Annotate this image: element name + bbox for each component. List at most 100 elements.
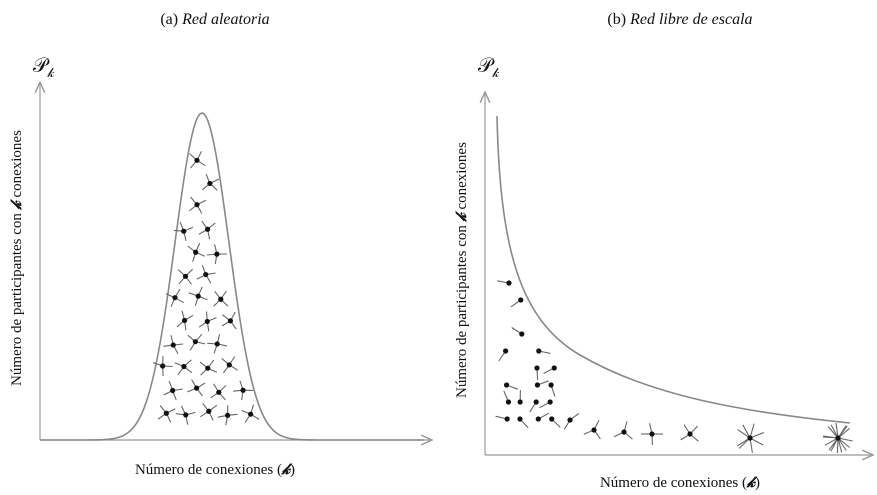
node-dot bbox=[226, 362, 232, 368]
node bbox=[539, 399, 553, 409]
node-dot bbox=[227, 318, 234, 324]
text-part: 𝒫 bbox=[33, 55, 50, 77]
node-dot bbox=[214, 251, 220, 257]
panel-title: (b) Red libre de escala bbox=[607, 11, 752, 28]
node-dot bbox=[687, 431, 693, 437]
node-dot bbox=[548, 382, 554, 388]
text-part: Número de conexiones ( bbox=[135, 462, 282, 478]
node-dot bbox=[214, 341, 220, 347]
node bbox=[188, 286, 208, 306]
node bbox=[495, 415, 510, 422]
node-dot bbox=[240, 387, 246, 393]
node bbox=[613, 421, 633, 440]
node-dot bbox=[517, 399, 523, 405]
text-part: 𝓀 bbox=[9, 198, 25, 210]
node bbox=[187, 242, 206, 262]
node bbox=[680, 424, 699, 442]
node-dot bbox=[248, 411, 254, 417]
node bbox=[188, 196, 207, 214]
node-dot bbox=[535, 416, 541, 422]
node-dot bbox=[182, 273, 189, 279]
node-dot bbox=[506, 280, 512, 286]
node-dot bbox=[517, 416, 523, 422]
text-part: 𝓀 bbox=[281, 462, 293, 478]
node-dot bbox=[194, 385, 200, 391]
node bbox=[534, 380, 549, 388]
text-part: ) bbox=[755, 475, 760, 491]
node-dot bbox=[551, 365, 557, 371]
node-dot bbox=[649, 431, 655, 437]
node bbox=[157, 405, 176, 423]
node bbox=[198, 311, 217, 332]
node-dot bbox=[205, 365, 211, 371]
node bbox=[583, 419, 601, 440]
node-dot bbox=[181, 317, 188, 324]
node-dot bbox=[181, 363, 187, 370]
panel-title: (a) Red aleatoria bbox=[160, 11, 269, 28]
node bbox=[153, 355, 173, 377]
text-part: (a) bbox=[160, 11, 178, 28]
node bbox=[175, 405, 196, 425]
text-part: 𝒫 bbox=[478, 55, 495, 77]
text-part: ) bbox=[290, 462, 295, 478]
x-axis-label: Número de conexiones (𝓀) bbox=[600, 475, 760, 491]
node bbox=[206, 244, 227, 265]
node bbox=[198, 220, 216, 240]
text-part: 𝓀 bbox=[46, 65, 54, 80]
node bbox=[187, 379, 206, 397]
text-part: (b) bbox=[607, 11, 626, 28]
node-dot bbox=[160, 363, 166, 369]
node-dot bbox=[591, 427, 597, 433]
node-dot bbox=[835, 435, 841, 441]
node-dot bbox=[547, 399, 553, 405]
node-dot bbox=[170, 342, 176, 348]
node-dot bbox=[218, 296, 224, 302]
node-dot bbox=[170, 387, 176, 394]
node bbox=[510, 297, 524, 308]
node-dot bbox=[505, 399, 512, 405]
node bbox=[511, 327, 525, 337]
node bbox=[221, 311, 237, 330]
node-dot bbox=[203, 271, 209, 278]
node bbox=[201, 173, 220, 191]
node bbox=[498, 348, 509, 362]
node bbox=[189, 151, 206, 169]
node-dot bbox=[181, 228, 187, 234]
distribution-curve bbox=[496, 115, 851, 424]
node bbox=[200, 403, 218, 421]
node bbox=[187, 333, 206, 351]
node bbox=[497, 280, 512, 286]
node bbox=[176, 310, 194, 331]
node-dot bbox=[194, 202, 200, 208]
node-dot bbox=[225, 412, 231, 418]
node bbox=[534, 365, 540, 381]
node-dot bbox=[216, 389, 222, 395]
node-dot bbox=[206, 408, 212, 414]
node bbox=[221, 356, 238, 374]
node-dot bbox=[518, 297, 524, 303]
node-dot bbox=[192, 339, 198, 345]
node bbox=[241, 404, 260, 423]
node-dot bbox=[621, 429, 627, 435]
node-dot bbox=[163, 410, 169, 416]
text-part: Red aleatoria bbox=[181, 11, 270, 28]
node-dot bbox=[549, 416, 555, 422]
node bbox=[217, 405, 238, 426]
node-dot bbox=[207, 180, 213, 187]
node bbox=[529, 399, 539, 413]
node-dot bbox=[519, 331, 525, 337]
distribution-curve bbox=[40, 112, 424, 441]
node bbox=[196, 265, 216, 284]
text-part: 𝓀 bbox=[454, 210, 470, 222]
node-dot bbox=[747, 435, 753, 441]
node-dot bbox=[183, 412, 189, 418]
text-part: Número de participantes con bbox=[454, 225, 470, 398]
node-dot bbox=[534, 365, 540, 371]
node-dot bbox=[534, 382, 541, 388]
node bbox=[207, 334, 228, 354]
node bbox=[517, 416, 529, 429]
node bbox=[549, 416, 561, 428]
node-dot bbox=[204, 226, 211, 232]
node bbox=[641, 423, 664, 446]
node bbox=[210, 383, 227, 401]
